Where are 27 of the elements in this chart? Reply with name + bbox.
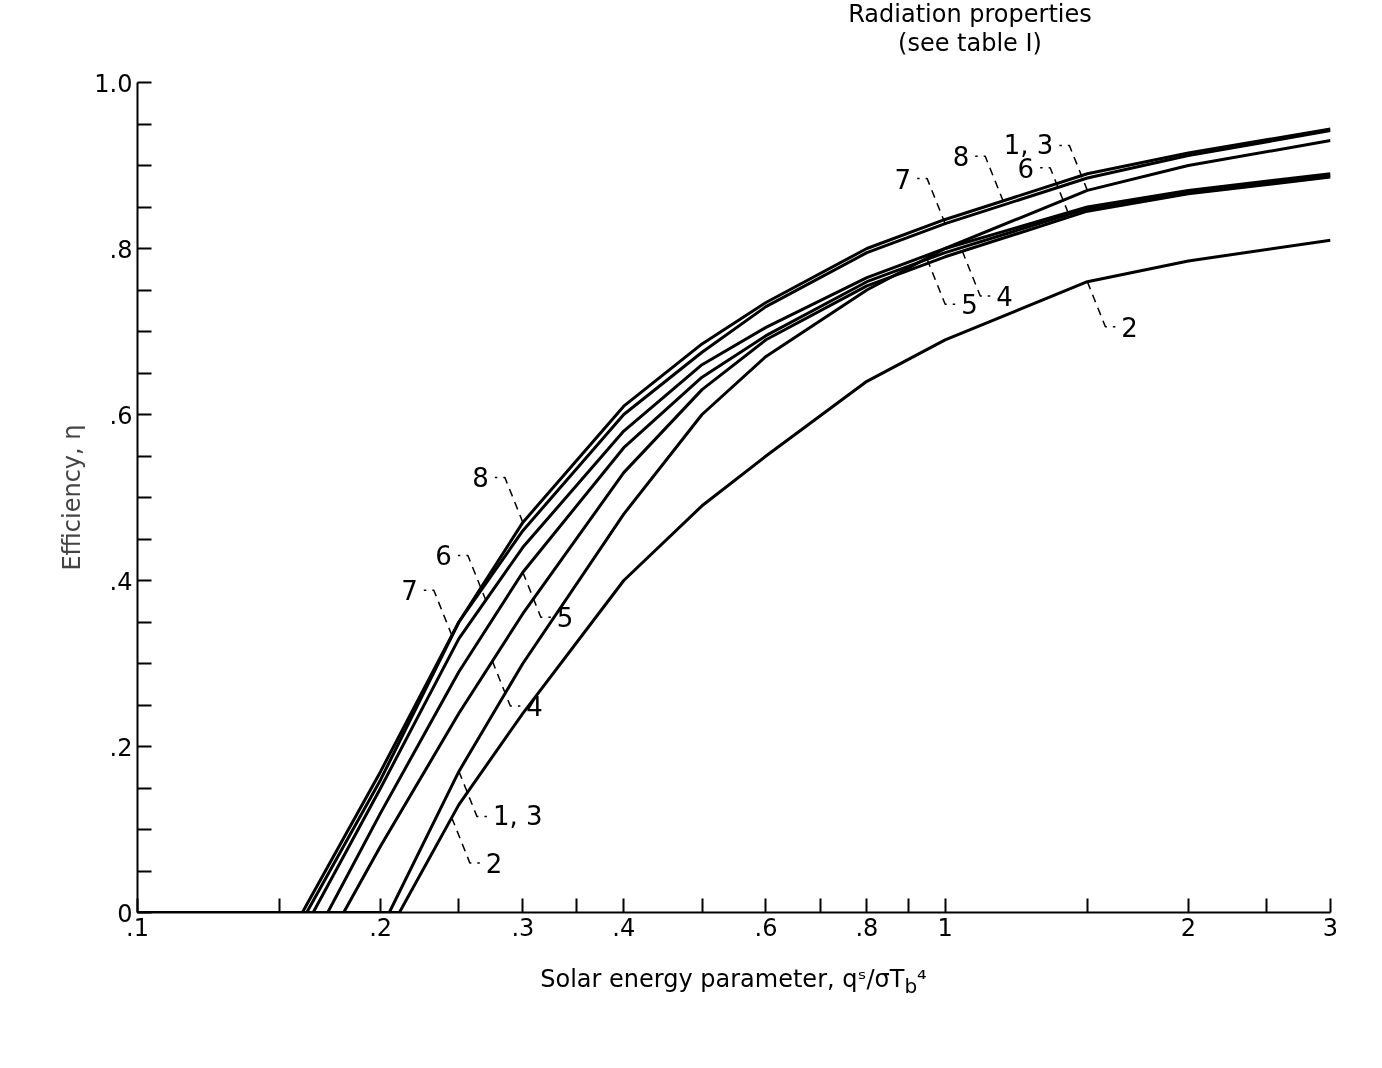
x-tick-label: 1: [937, 913, 953, 942]
y-tick-label: .2: [109, 733, 133, 762]
annotation: 8: [952, 142, 970, 173]
y-axis-title: Efficiency, η: [58, 424, 87, 571]
x-tick-label: .8: [855, 913, 879, 942]
annotation: 6: [435, 541, 452, 572]
x-tick-label: .4: [612, 913, 636, 942]
annotation: 2: [1121, 312, 1138, 343]
annotation: 5: [556, 603, 574, 634]
x-tick-label: 2: [1180, 913, 1196, 942]
text: Radiation properties (see table I): [847, 0, 1093, 58]
annotation: 7: [894, 164, 912, 195]
y-tick-label: .4: [109, 567, 133, 596]
annotation: 1, 3: [492, 801, 543, 832]
annotation: 8: [472, 463, 489, 494]
annotation: 2: [485, 848, 503, 879]
y-tick-label: 1.0: [94, 69, 133, 98]
y-tick-label: .6: [109, 401, 133, 430]
y-tick-label: .8: [109, 235, 133, 264]
annotation: 5: [961, 290, 978, 321]
x-axis-title: Solar energy parameter, qˢ/σT$_{b}$⁴: [539, 964, 928, 1000]
annotation: 7: [401, 576, 418, 607]
x-tick-label: .2: [369, 913, 393, 942]
x-tick-label: 3: [1322, 913, 1339, 942]
x-tick-label: .6: [754, 913, 778, 942]
annotation: 4: [996, 281, 1013, 312]
x-tick-label: .3: [511, 913, 535, 942]
